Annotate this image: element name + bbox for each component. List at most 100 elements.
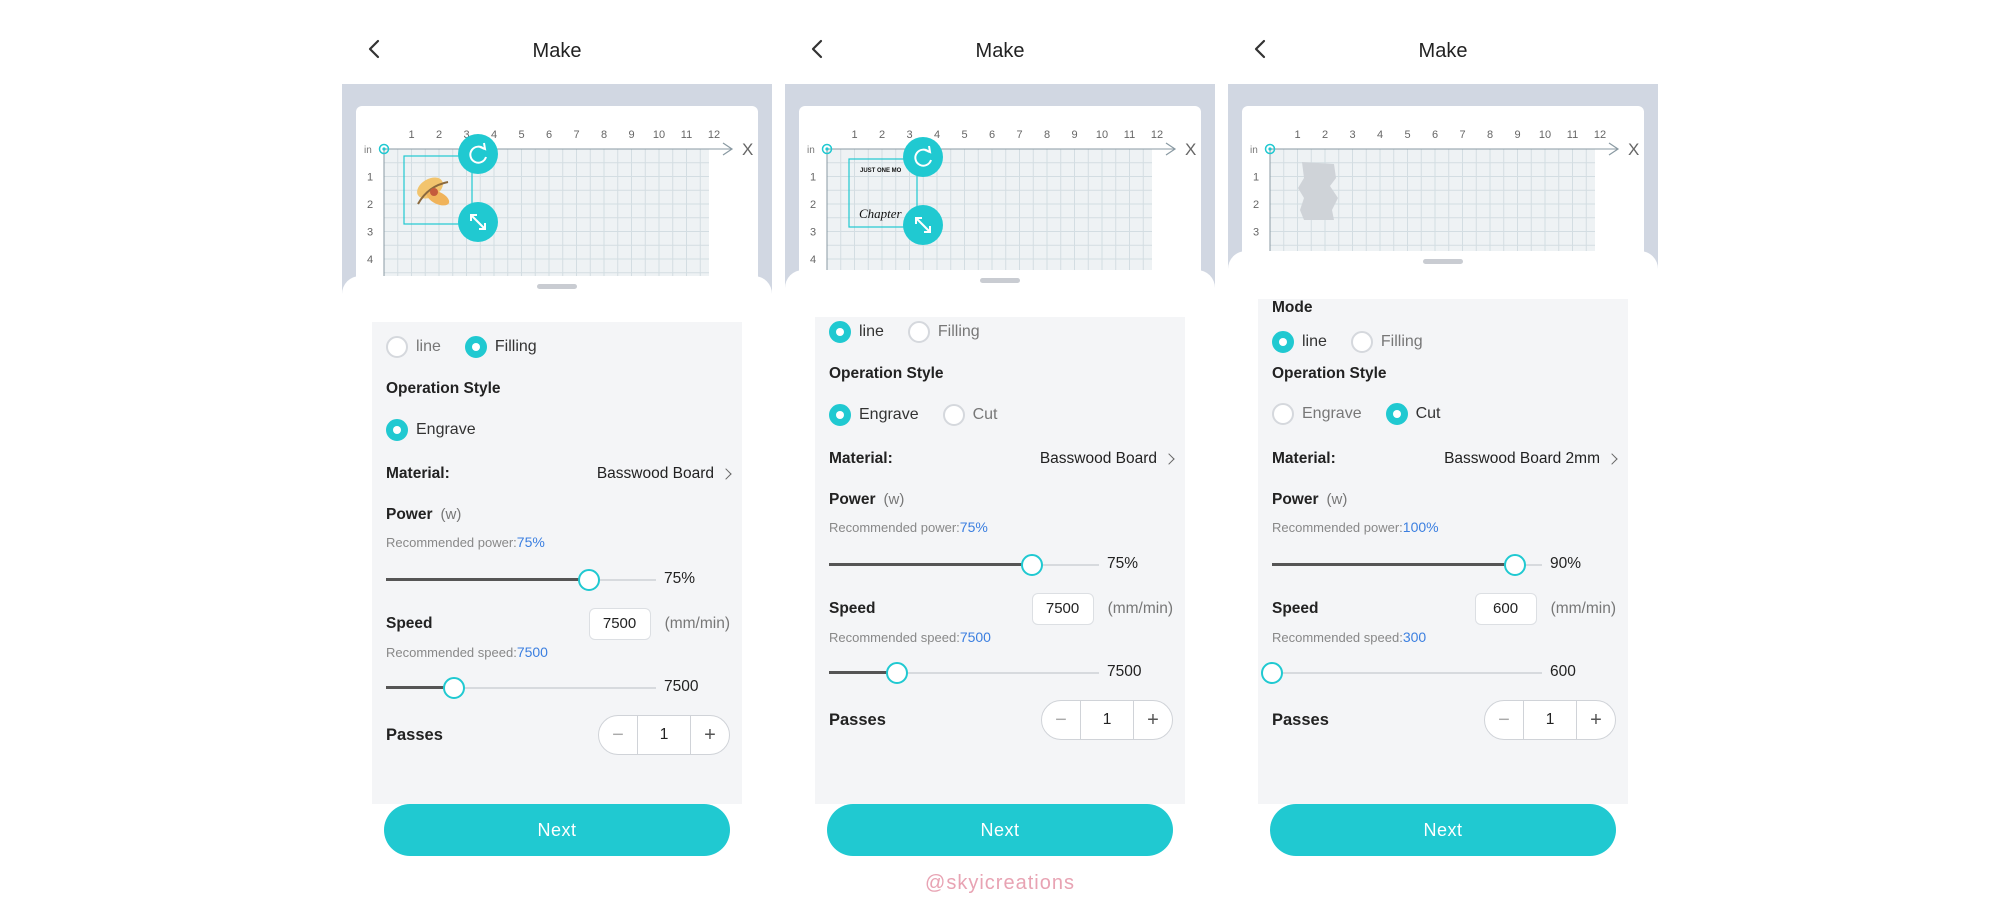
x-tick-label: 8	[1487, 129, 1493, 141]
power-unit: (w)	[440, 506, 462, 523]
radio-engrave[interactable]: Engrave	[386, 419, 476, 441]
rotate-icon[interactable]	[903, 137, 943, 177]
next-button[interactable]: Next	[384, 804, 730, 856]
radio-filling[interactable]: Filling	[1350, 331, 1423, 353]
back-arrow-icon[interactable]	[807, 38, 829, 60]
back-arrow-icon[interactable]	[1250, 38, 1272, 60]
power-slider[interactable]	[1272, 553, 1542, 577]
increment-button[interactable]: +	[1590, 708, 1602, 731]
operation-style-row: Engrave Cut	[1272, 401, 1616, 427]
origin-marker	[821, 143, 833, 155]
slider-thumb[interactable]	[577, 569, 600, 591]
drag-handle[interactable]	[980, 278, 1020, 283]
passes-label: Passes	[386, 725, 443, 744]
x-tick-label: 4	[1377, 129, 1383, 141]
radio-circle[interactable]	[386, 419, 408, 441]
radio-line[interactable]: line	[1272, 331, 1327, 353]
rotate-icon[interactable]	[458, 134, 498, 174]
resize-arrow-a	[470, 214, 477, 221]
chevron-right-icon	[720, 468, 732, 480]
radio-circle[interactable]	[1385, 403, 1408, 425]
decrement-button[interactable]: −	[1498, 708, 1510, 731]
radio-line[interactable]: line	[829, 321, 884, 343]
resize-icon[interactable]	[903, 205, 943, 245]
resize-icon[interactable]	[458, 202, 498, 242]
material-selector[interactable]: Material: Basswood Board	[386, 462, 732, 486]
increment-button[interactable]: +	[1147, 708, 1159, 731]
speed-input[interactable]: 7500	[1031, 593, 1094, 625]
speed-slider[interactable]	[829, 661, 1099, 685]
back-arrow-icon[interactable]	[364, 38, 386, 60]
speed-input[interactable]: 7500	[588, 608, 651, 640]
radio-engrave[interactable]: Engrave	[829, 404, 919, 426]
y-tick-label: 1	[1253, 172, 1259, 184]
page-title: Make	[975, 40, 1025, 62]
x-tick-label: 7	[1016, 129, 1022, 141]
radio-cut[interactable]: Cut	[1385, 403, 1441, 425]
radio-engrave[interactable]: Engrave	[1272, 403, 1362, 425]
operation-style-label: Operation Style	[829, 365, 944, 382]
radio-circle[interactable]	[907, 321, 930, 343]
next-button[interactable]: Next	[1270, 804, 1616, 856]
material-selector[interactable]: Material: Basswood Board	[829, 447, 1175, 471]
decrement-button[interactable]: −	[612, 723, 624, 746]
radio-circle[interactable]	[1272, 331, 1294, 353]
radio-label: Engrave	[859, 406, 919, 423]
next-button[interactable]: Next	[827, 804, 1173, 856]
material-value[interactable]: Basswood Board	[1040, 450, 1175, 468]
power-value: 90%	[1550, 555, 1582, 572]
radio-circle[interactable]	[829, 404, 851, 426]
passes-row: Passes −1 +	[1272, 700, 1616, 740]
x-tick-label: 2	[1322, 129, 1328, 141]
material-value[interactable]: Basswood Board	[597, 465, 732, 483]
slider-thumb[interactable]	[1261, 662, 1283, 684]
x-tick-label: 3	[1349, 129, 1355, 141]
recommended-speed-value: 7500	[516, 644, 548, 660]
slider-thumb[interactable]	[1020, 554, 1043, 576]
recommended-speed-label: Recommended speed:	[1272, 630, 1403, 645]
power-heading: Power (w)	[1272, 491, 1616, 509]
x-tick-label: 7	[573, 129, 579, 141]
mode-label: Mode	[1272, 299, 1313, 316]
recommended-power-value: 75%	[516, 534, 545, 550]
material-selector[interactable]: Material: Basswood Board 2mm	[1272, 447, 1618, 471]
mode-radio-group: line Filling	[829, 319, 1173, 345]
radio-circle[interactable]	[829, 321, 851, 343]
slider-thumb[interactable]	[1504, 554, 1526, 576]
speed-slider[interactable]	[1261, 661, 1542, 685]
drag-handle[interactable]	[537, 284, 577, 289]
radio-circle[interactable]	[386, 336, 408, 358]
operation_style-radio-group: Engrave	[386, 417, 730, 443]
operation-style-row: Engrave	[386, 417, 730, 443]
rotate-arc	[914, 148, 932, 167]
radio-line[interactable]: line	[386, 336, 441, 358]
x-tick-label: 4	[491, 129, 497, 141]
mode-row: line Filling	[1272, 329, 1616, 355]
power-slider[interactable]	[829, 553, 1099, 577]
material-label: Material:	[1272, 450, 1336, 467]
recommended-speed-label: Recommended speed:	[829, 630, 960, 645]
power-unit: (w)	[883, 491, 905, 508]
material-value[interactable]: Basswood Board 2mm	[1444, 450, 1618, 468]
slider-thumb[interactable]	[442, 677, 465, 699]
radio-circle[interactable]	[1350, 331, 1373, 353]
radio-filling[interactable]: Filling	[464, 336, 537, 358]
radio-circle[interactable]	[464, 336, 487, 358]
drag-handle[interactable]	[1423, 259, 1463, 264]
decrement-button[interactable]: −	[1055, 708, 1067, 731]
x-tick-label: 1	[408, 129, 414, 141]
radio-filling[interactable]: Filling	[907, 321, 980, 343]
increment-button[interactable]: +	[704, 723, 716, 746]
speed-input[interactable]: 600	[1474, 593, 1537, 625]
radio-circle[interactable]	[1272, 403, 1294, 425]
radio-circle[interactable]	[942, 404, 965, 426]
x-axis-label: X	[742, 140, 753, 159]
rotate-arrowhead	[479, 142, 487, 151]
origin-dot	[382, 147, 386, 151]
power-slider[interactable]	[386, 568, 656, 592]
radio-cut[interactable]: Cut	[942, 404, 998, 426]
slider-thumb[interactable]	[885, 662, 908, 684]
speed-slider[interactable]	[386, 676, 656, 700]
